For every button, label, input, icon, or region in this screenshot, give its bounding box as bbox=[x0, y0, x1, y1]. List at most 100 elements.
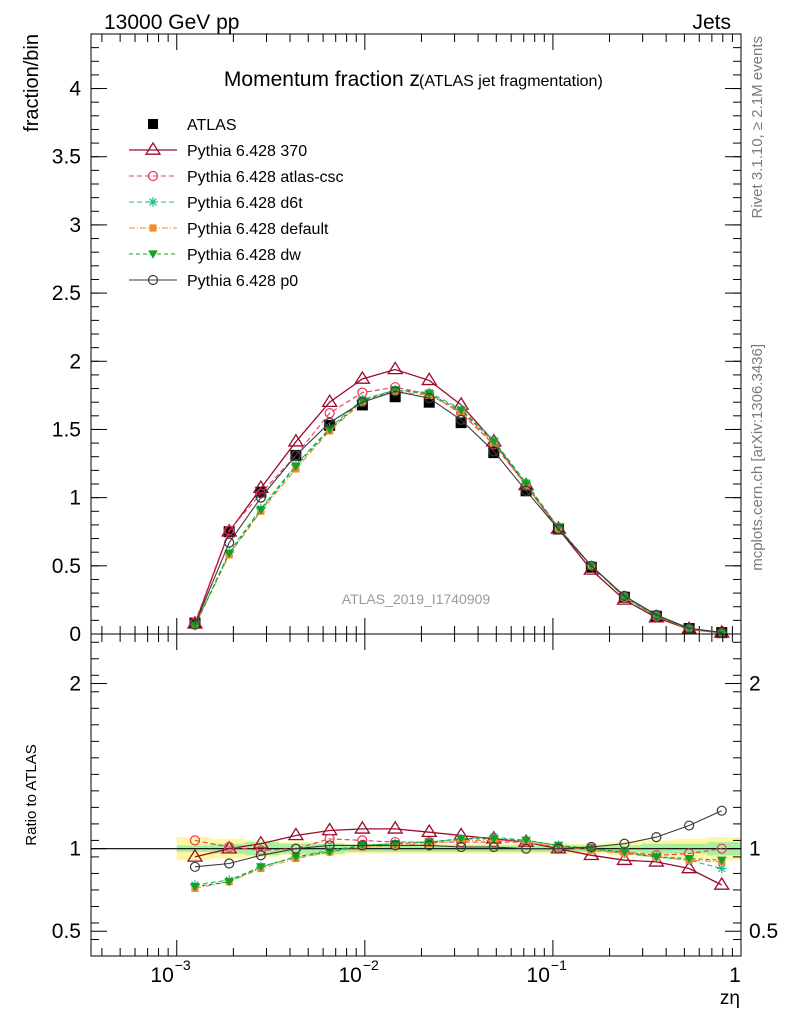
series-marker-4 bbox=[521, 480, 531, 489]
ratio-marker-5 bbox=[424, 840, 435, 851]
ratio-marker-5 bbox=[716, 805, 727, 816]
y-tick-label-top: 3 bbox=[69, 214, 81, 237]
ratio-marker-5 bbox=[189, 861, 201, 872]
series-marker-4 bbox=[489, 438, 499, 447]
ratio-y-axis-label: Ratio to ATLAS bbox=[23, 744, 40, 845]
x-tick-label-exponent: −2 bbox=[363, 957, 379, 973]
ratio-marker-0 bbox=[421, 823, 438, 838]
series-marker-5 bbox=[488, 446, 499, 457]
series-marker-5 bbox=[224, 537, 235, 548]
ratio-marker-0 bbox=[354, 820, 371, 834]
ratio-marker-5 bbox=[255, 850, 266, 861]
watermark: ATLAS_2019_I1740909 bbox=[342, 591, 491, 607]
top-y-axis-label: fraction/bin bbox=[21, 34, 43, 132]
ratio-marker-4 bbox=[553, 841, 564, 851]
legend: ATLAS Pythia 6.428 370 Pythia 6.428 atlas-… bbox=[129, 117, 344, 290]
legend-entry-0: ATLAS bbox=[148, 117, 237, 134]
ratio-marker-4 bbox=[521, 836, 531, 846]
legend-label: Pythia 6.428 d6t bbox=[187, 195, 303, 212]
y-tick-label-right-ratio: 1 bbox=[749, 838, 761, 861]
series-marker-5 bbox=[716, 627, 727, 638]
series-marker-4 bbox=[190, 622, 200, 631]
ratio-marker-4 bbox=[424, 838, 435, 847]
legend-marker bbox=[147, 274, 159, 286]
ratio-marker-4 bbox=[716, 856, 727, 866]
ratio-uncertainty-bands bbox=[91, 837, 741, 861]
x-tick-label-exponent: −3 bbox=[175, 957, 191, 973]
ratio-marker-4 bbox=[651, 853, 662, 862]
series-marker-4 bbox=[357, 397, 368, 406]
series-marker-5 bbox=[553, 523, 564, 535]
y-tick-label-right-ratio: 2 bbox=[749, 673, 761, 696]
series-marker-0 bbox=[321, 393, 338, 408]
series-marker-0 bbox=[221, 523, 238, 537]
ratio-marker-5 bbox=[520, 843, 532, 854]
series-marker-5 bbox=[456, 414, 467, 426]
ratio-marker-4 bbox=[456, 835, 466, 844]
series-marker-0 bbox=[252, 479, 270, 493]
atlas-data-point bbox=[455, 417, 467, 429]
series-marker-5 bbox=[651, 609, 662, 621]
ratio-marker-4 bbox=[619, 848, 630, 857]
header-left: 13000 GeV pp bbox=[104, 11, 239, 34]
legend-entry-6: Pythia 6.428 p0 bbox=[129, 273, 298, 290]
legend-marker bbox=[148, 119, 158, 129]
ratio-marker-0 bbox=[680, 860, 698, 874]
ratio-marker-4 bbox=[291, 853, 301, 862]
ratio-marker-1 bbox=[224, 841, 235, 853]
legend-entry-1: Pythia 6.428 370 bbox=[129, 141, 307, 160]
ratio-marker-1 bbox=[189, 835, 201, 846]
x-tick-label: 10 bbox=[527, 964, 550, 987]
legend-marker bbox=[147, 170, 159, 182]
legend-entry-4: Pythia 6.428 default bbox=[129, 221, 329, 238]
series-marker-4 bbox=[224, 549, 234, 559]
ratio-marker-0 bbox=[713, 876, 730, 890]
ratio-marker-0 bbox=[252, 835, 270, 849]
x-axis-label: zη bbox=[720, 988, 740, 1009]
ratio-marker-2-stroke bbox=[717, 864, 726, 873]
y-tick-label-top: 1.5 bbox=[52, 418, 81, 441]
series-marker-4 bbox=[291, 462, 301, 472]
legend-label: Pythia 6.428 p0 bbox=[187, 273, 298, 290]
y-tick-label-top: 2 bbox=[69, 350, 81, 373]
ratio-marker-4 bbox=[256, 863, 266, 872]
y-tick-label-top: 4 bbox=[69, 78, 81, 101]
atlas-data-point bbox=[389, 391, 401, 403]
series-marker-5 bbox=[357, 397, 368, 408]
top-ticks: 0 0.5 1 1.5 2 2.5 3 3.5 4 bbox=[52, 33, 742, 646]
legend-label: ATLAS bbox=[187, 117, 237, 134]
ratio-marker-0 bbox=[387, 820, 404, 834]
plot-subtitle: (ATLAS jet fragmentation) bbox=[419, 73, 603, 90]
plot-title-main: Momentum fraction z bbox=[224, 68, 420, 91]
legend-marker bbox=[149, 224, 157, 232]
ratio-marker-4 bbox=[684, 854, 694, 864]
series-marker-5 bbox=[255, 492, 266, 503]
series-marker-4 bbox=[424, 390, 435, 399]
series-marker-5 bbox=[684, 623, 695, 634]
series-line-5 bbox=[194, 390, 722, 633]
series-marker-5 bbox=[520, 485, 532, 496]
series-marker-0 bbox=[287, 433, 305, 447]
bottom-ticks: 0.5 0.5 1 1 2 2 bbox=[52, 634, 778, 957]
series-marker-5 bbox=[290, 450, 301, 461]
ratio-marker-4 bbox=[390, 840, 400, 849]
legend-marker bbox=[148, 197, 158, 207]
ratio-marker-4 bbox=[489, 835, 499, 844]
series-marker-5 bbox=[189, 619, 201, 630]
series-marker-0 bbox=[354, 370, 371, 384]
legend-label: Pythia 6.428 dw bbox=[187, 247, 301, 264]
series-marker-0 bbox=[421, 372, 438, 386]
series-marker-4 bbox=[456, 406, 466, 416]
legend-label: Pythia 6.428 atlas-csc bbox=[187, 169, 344, 186]
legend-marker-stroke bbox=[149, 198, 157, 206]
ratio-marker-5 bbox=[651, 832, 662, 843]
ratio-marker-0 bbox=[186, 848, 204, 862]
ratio-marker-5 bbox=[684, 820, 695, 831]
series-marker-4 bbox=[716, 629, 727, 638]
ratio-marker-5 bbox=[553, 843, 564, 854]
y-tick-label-top: 0.5 bbox=[52, 555, 81, 578]
legend-marker bbox=[144, 141, 162, 155]
series-marker-5 bbox=[390, 386, 401, 397]
ratio-marker-0 bbox=[221, 840, 238, 854]
